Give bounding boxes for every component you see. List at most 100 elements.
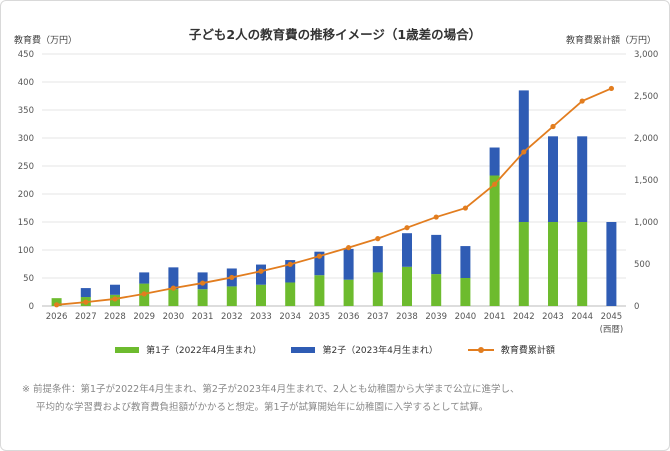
bar-child2 bbox=[80, 288, 91, 298]
bar-child2 bbox=[256, 264, 266, 285]
bar-child2 bbox=[110, 284, 120, 295]
y-tick-label: 200 bbox=[18, 190, 34, 200]
cumulative-point bbox=[141, 291, 147, 297]
y-tick-label: 350 bbox=[18, 106, 34, 116]
bar-child1 bbox=[548, 222, 558, 306]
x-tick-label: 2034 bbox=[279, 312, 301, 322]
cumulative-point bbox=[579, 98, 585, 104]
y-tick-label: 400 bbox=[18, 78, 34, 88]
bar-child1 bbox=[402, 266, 412, 306]
y-tick-label: 150 bbox=[18, 218, 34, 228]
legend-item-child1: 第1子（2022年4月生まれ） bbox=[115, 343, 261, 356]
x-tick-label: 2041 bbox=[484, 312, 506, 322]
x-tick-label: 2042 bbox=[513, 312, 535, 322]
x-tick-label: 2033 bbox=[250, 312, 272, 322]
cumulative-point bbox=[112, 296, 118, 302]
x-tick-label: 2039 bbox=[425, 312, 447, 322]
footnote-line-1: ※ 前提条件：第1子が2022年4月生まれ、第2子が2023年4月生まれで、2人… bbox=[22, 384, 520, 395]
bar-child1 bbox=[577, 222, 588, 306]
bar-child2 bbox=[577, 136, 588, 222]
x-tick-label: 2035 bbox=[309, 312, 331, 322]
x-tick-label: 2037 bbox=[367, 312, 389, 322]
cumulative-point bbox=[316, 253, 322, 259]
y2-tick-label: 2,500 bbox=[634, 92, 658, 102]
legend-swatch-child1 bbox=[115, 346, 140, 353]
cumulative-point bbox=[433, 214, 439, 220]
combo-chart: 0 50 100 150 200 250 300 350 400 450 0 500 1,000 1,50… bbox=[18, 50, 659, 335]
cumulative-point bbox=[258, 268, 264, 274]
legend-swatch-child2 bbox=[291, 346, 316, 353]
bar-child2 bbox=[139, 272, 150, 284]
x-tick-label: 2036 bbox=[338, 312, 360, 322]
x-tick-label: 2031 bbox=[192, 312, 214, 322]
y-tick-label: 250 bbox=[18, 162, 34, 172]
y-tick-label: 50 bbox=[23, 274, 34, 284]
cumulative-point bbox=[521, 149, 527, 155]
bar-child2 bbox=[168, 267, 179, 290]
x-tick-label: 2027 bbox=[75, 312, 97, 322]
bar-child2 bbox=[402, 233, 412, 267]
legend-item-child2: 第2子（2023年4月生まれ） bbox=[291, 343, 438, 356]
bar-child1 bbox=[431, 274, 442, 306]
y2-tick-label: 2,000 bbox=[634, 134, 658, 144]
bar-child2 bbox=[372, 246, 383, 273]
y-tick-label: 450 bbox=[18, 50, 34, 60]
bar-child2 bbox=[548, 136, 558, 222]
bar-child1 bbox=[285, 282, 296, 306]
y-tick-label: 0 bbox=[29, 302, 34, 312]
bar-child1 bbox=[343, 279, 354, 306]
cumulative-point bbox=[346, 245, 352, 251]
right-axis-title: 教育費累計額（万円） bbox=[565, 36, 656, 46]
cumulative-point bbox=[492, 181, 498, 187]
y2-tick-label: 1,000 bbox=[634, 218, 658, 228]
x-tick-label: 2029 bbox=[133, 312, 155, 322]
x-tick-label: 2028 bbox=[104, 312, 126, 322]
bar-child1 bbox=[226, 286, 237, 306]
bar-child1 bbox=[197, 289, 208, 306]
cumulative-point bbox=[462, 205, 468, 211]
bar-child2 bbox=[343, 248, 354, 280]
x-tick-label: 2032 bbox=[221, 312, 243, 322]
x-tick-label: 2043 bbox=[542, 312, 564, 322]
legend-label-cumulative: 教育費累計額 bbox=[500, 346, 555, 356]
cumulative-point bbox=[200, 280, 206, 286]
bar-child2 bbox=[518, 90, 529, 223]
bar-child2 bbox=[431, 234, 442, 275]
cumulative-point bbox=[608, 85, 615, 92]
cumulative-point bbox=[229, 274, 235, 281]
y-tick-label: 300 bbox=[18, 134, 34, 144]
footnote-line-2: 平均的な学習費および教育費負担額がかかると想定。第1子が試算開始年に幼稚園に入学… bbox=[36, 402, 489, 413]
cumulative-point bbox=[170, 285, 176, 291]
cumulative-point bbox=[375, 236, 381, 242]
bar-child2 bbox=[489, 147, 500, 176]
cumulative-line bbox=[56, 87, 612, 306]
x-tick-label: 2038 bbox=[396, 312, 418, 322]
cumulative-point bbox=[54, 302, 60, 308]
footnote: ※ 前提条件：第1子が2022年4月生まれ、第2子が2023年4月生まれで、2人… bbox=[22, 381, 642, 417]
legend-swatch-cumulative bbox=[467, 346, 494, 354]
y2-tick-label: 1,500 bbox=[634, 176, 658, 186]
bar-child1 bbox=[256, 284, 266, 306]
bar-child1 bbox=[489, 175, 500, 306]
x-tick-label: 2044 bbox=[571, 312, 593, 322]
y2-tick-label: 0 bbox=[634, 302, 639, 312]
bar-child2 bbox=[314, 251, 325, 276]
y2-tick-label: 3,000 bbox=[634, 50, 658, 60]
cumulative-point bbox=[287, 261, 293, 267]
cumulative-point bbox=[550, 123, 556, 130]
bar-child2 bbox=[285, 260, 296, 283]
legend-label-child1: 第1子（2022年4月生まれ） bbox=[146, 346, 262, 356]
x-tick-label: 2045 bbox=[601, 312, 623, 322]
left-axis-title: 教育費（万円） bbox=[14, 36, 78, 46]
legend-label-child2: 第2子（2023年4月生まれ） bbox=[322, 346, 438, 356]
bar-child1 bbox=[518, 222, 529, 306]
y2-tick-label: 500 bbox=[634, 260, 650, 270]
legend: 第1子（2022年4月生まれ） 第2子（2023年4月生まれ） 教育費累計額 bbox=[0, 343, 670, 356]
cumulative-point bbox=[404, 225, 410, 231]
chart-title: 子ども2人の教育費の推移イメージ（1歳差の場合） bbox=[188, 27, 482, 42]
x-tick-label: 2026 bbox=[46, 312, 68, 322]
y-tick-label: 100 bbox=[18, 246, 34, 256]
bar-child1 bbox=[372, 272, 383, 306]
bar-child1 bbox=[314, 275, 325, 306]
